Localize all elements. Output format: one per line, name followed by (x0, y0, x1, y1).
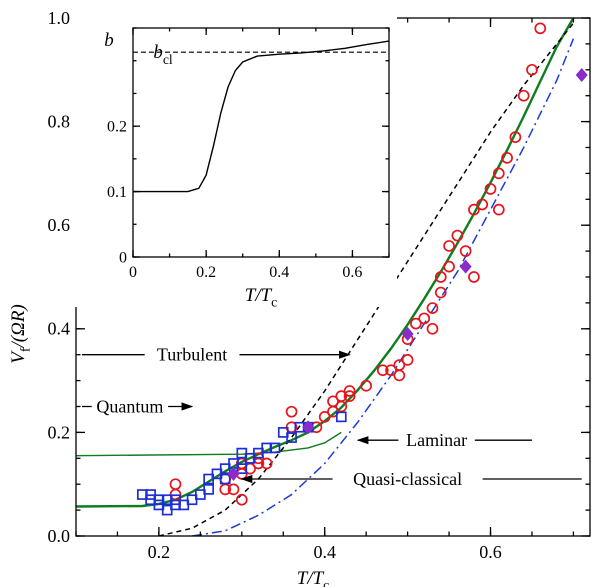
x-tick-label: 0.4 (269, 264, 289, 281)
red-circle-point (260, 457, 273, 470)
red-circle-point (327, 395, 339, 408)
red-circle-point (418, 312, 431, 325)
red-circle-point (476, 198, 489, 211)
red-circle-point (426, 322, 439, 335)
green-curve (76, 18, 575, 508)
annotation-label: Quantum (96, 397, 163, 417)
x-tick-label: 0.6 (342, 264, 362, 281)
purple-diamond-point (227, 466, 240, 481)
y-axis-label: Vf/(ΩR) (8, 304, 33, 363)
y-tick-label: 0.2 (107, 118, 127, 135)
annotation-label: Quasi-classical (353, 469, 462, 489)
y-tick-label: 1.0 (48, 8, 71, 28)
inset-y-label: b (104, 30, 114, 51)
red-circle-point (509, 131, 522, 143)
thin-green-curve (76, 431, 342, 457)
red-circle-point (526, 63, 538, 76)
red-circle-point (335, 390, 348, 402)
red-circle-point (443, 240, 455, 252)
blue-square-point (203, 484, 214, 495)
red-circle-point (343, 385, 356, 397)
b-cl-label: bcl (153, 42, 173, 67)
inset-frame (132, 27, 390, 258)
red-circle-point (360, 379, 373, 392)
red-circle-point (517, 89, 530, 102)
red-circle-point (235, 493, 248, 506)
blue-square-point (236, 463, 248, 475)
x-axis-label: T/Tc (297, 568, 330, 587)
x-tick-label: 0.2 (148, 542, 171, 562)
red-circle-point (534, 22, 547, 35)
red-circle-point (227, 483, 240, 496)
x-tick-label: 0 (129, 264, 137, 281)
blue-square-point (335, 411, 347, 423)
red-circle-point (393, 369, 406, 382)
red-circle-point (426, 302, 439, 314)
red-circle-point (492, 203, 505, 216)
main-plot: 0.2 0.4 0.6 0.0 0.2 0.4 0.6 0.8 1.0 T/Tc Vf/(ΩR) Tu… (8, 8, 591, 587)
red-circle-point (434, 286, 447, 299)
y-tick-label: 0.2 (48, 422, 71, 442)
red-circle-point (443, 260, 455, 273)
y-tick-label: 0.6 (48, 215, 71, 235)
y-tick-label: 0 (119, 249, 127, 266)
y-tick-label: 0.0 (48, 526, 71, 546)
y-tick-label: 0.4 (48, 319, 71, 339)
red-circle-point (318, 411, 331, 423)
blue-square-point (286, 432, 297, 443)
plot-area (76, 18, 588, 536)
blue-square-point (219, 473, 231, 485)
red-circle-point (401, 354, 414, 366)
x-tick-label: 0.6 (479, 542, 502, 562)
red-circle-point (484, 183, 497, 195)
red-circle-point (385, 364, 397, 377)
inset-x-label: T/Tc (245, 285, 278, 310)
y-tick-label: 0.8 (48, 112, 71, 132)
inset-plot: 0 0.2 0.4 0.6 0 0.1 0.2 b bcl T/Tc (75, 16, 397, 310)
x-tick-label: 0.2 (196, 264, 216, 281)
red-circle-point (169, 478, 182, 491)
purple-diamond-point (459, 259, 472, 274)
dashed-curve (158, 22, 574, 536)
red-circle-point (492, 167, 505, 180)
red-circle-point (393, 359, 406, 371)
b-curve (133, 40, 390, 193)
red-circle-point (434, 271, 447, 283)
red-circle-point (468, 271, 480, 283)
purple-diamond-point (302, 420, 315, 435)
y-tick-label: 0.1 (107, 184, 127, 201)
red-circle-point (468, 203, 480, 216)
inset-background (75, 16, 397, 307)
red-circle-point (459, 245, 472, 257)
red-circle-point (410, 317, 422, 330)
purple-diamond-point (575, 67, 588, 82)
blue-square-point (269, 442, 281, 454)
purple-diamond-point (401, 326, 414, 341)
red-circle-point (451, 229, 464, 242)
annotation-label: Turbulent (157, 345, 227, 365)
annotation-label: Laminar (406, 430, 467, 450)
red-circle-point (501, 152, 513, 164)
x-tick-label: 0.4 (313, 542, 336, 562)
red-circle-point (343, 390, 356, 402)
red-circle-point (376, 364, 389, 377)
red-circle-point (285, 405, 298, 418)
red-circle-point (244, 462, 256, 475)
